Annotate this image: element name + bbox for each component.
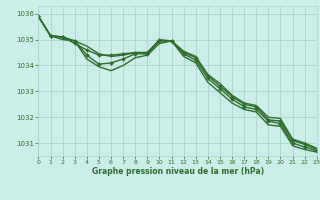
X-axis label: Graphe pression niveau de la mer (hPa): Graphe pression niveau de la mer (hPa)	[92, 167, 264, 176]
